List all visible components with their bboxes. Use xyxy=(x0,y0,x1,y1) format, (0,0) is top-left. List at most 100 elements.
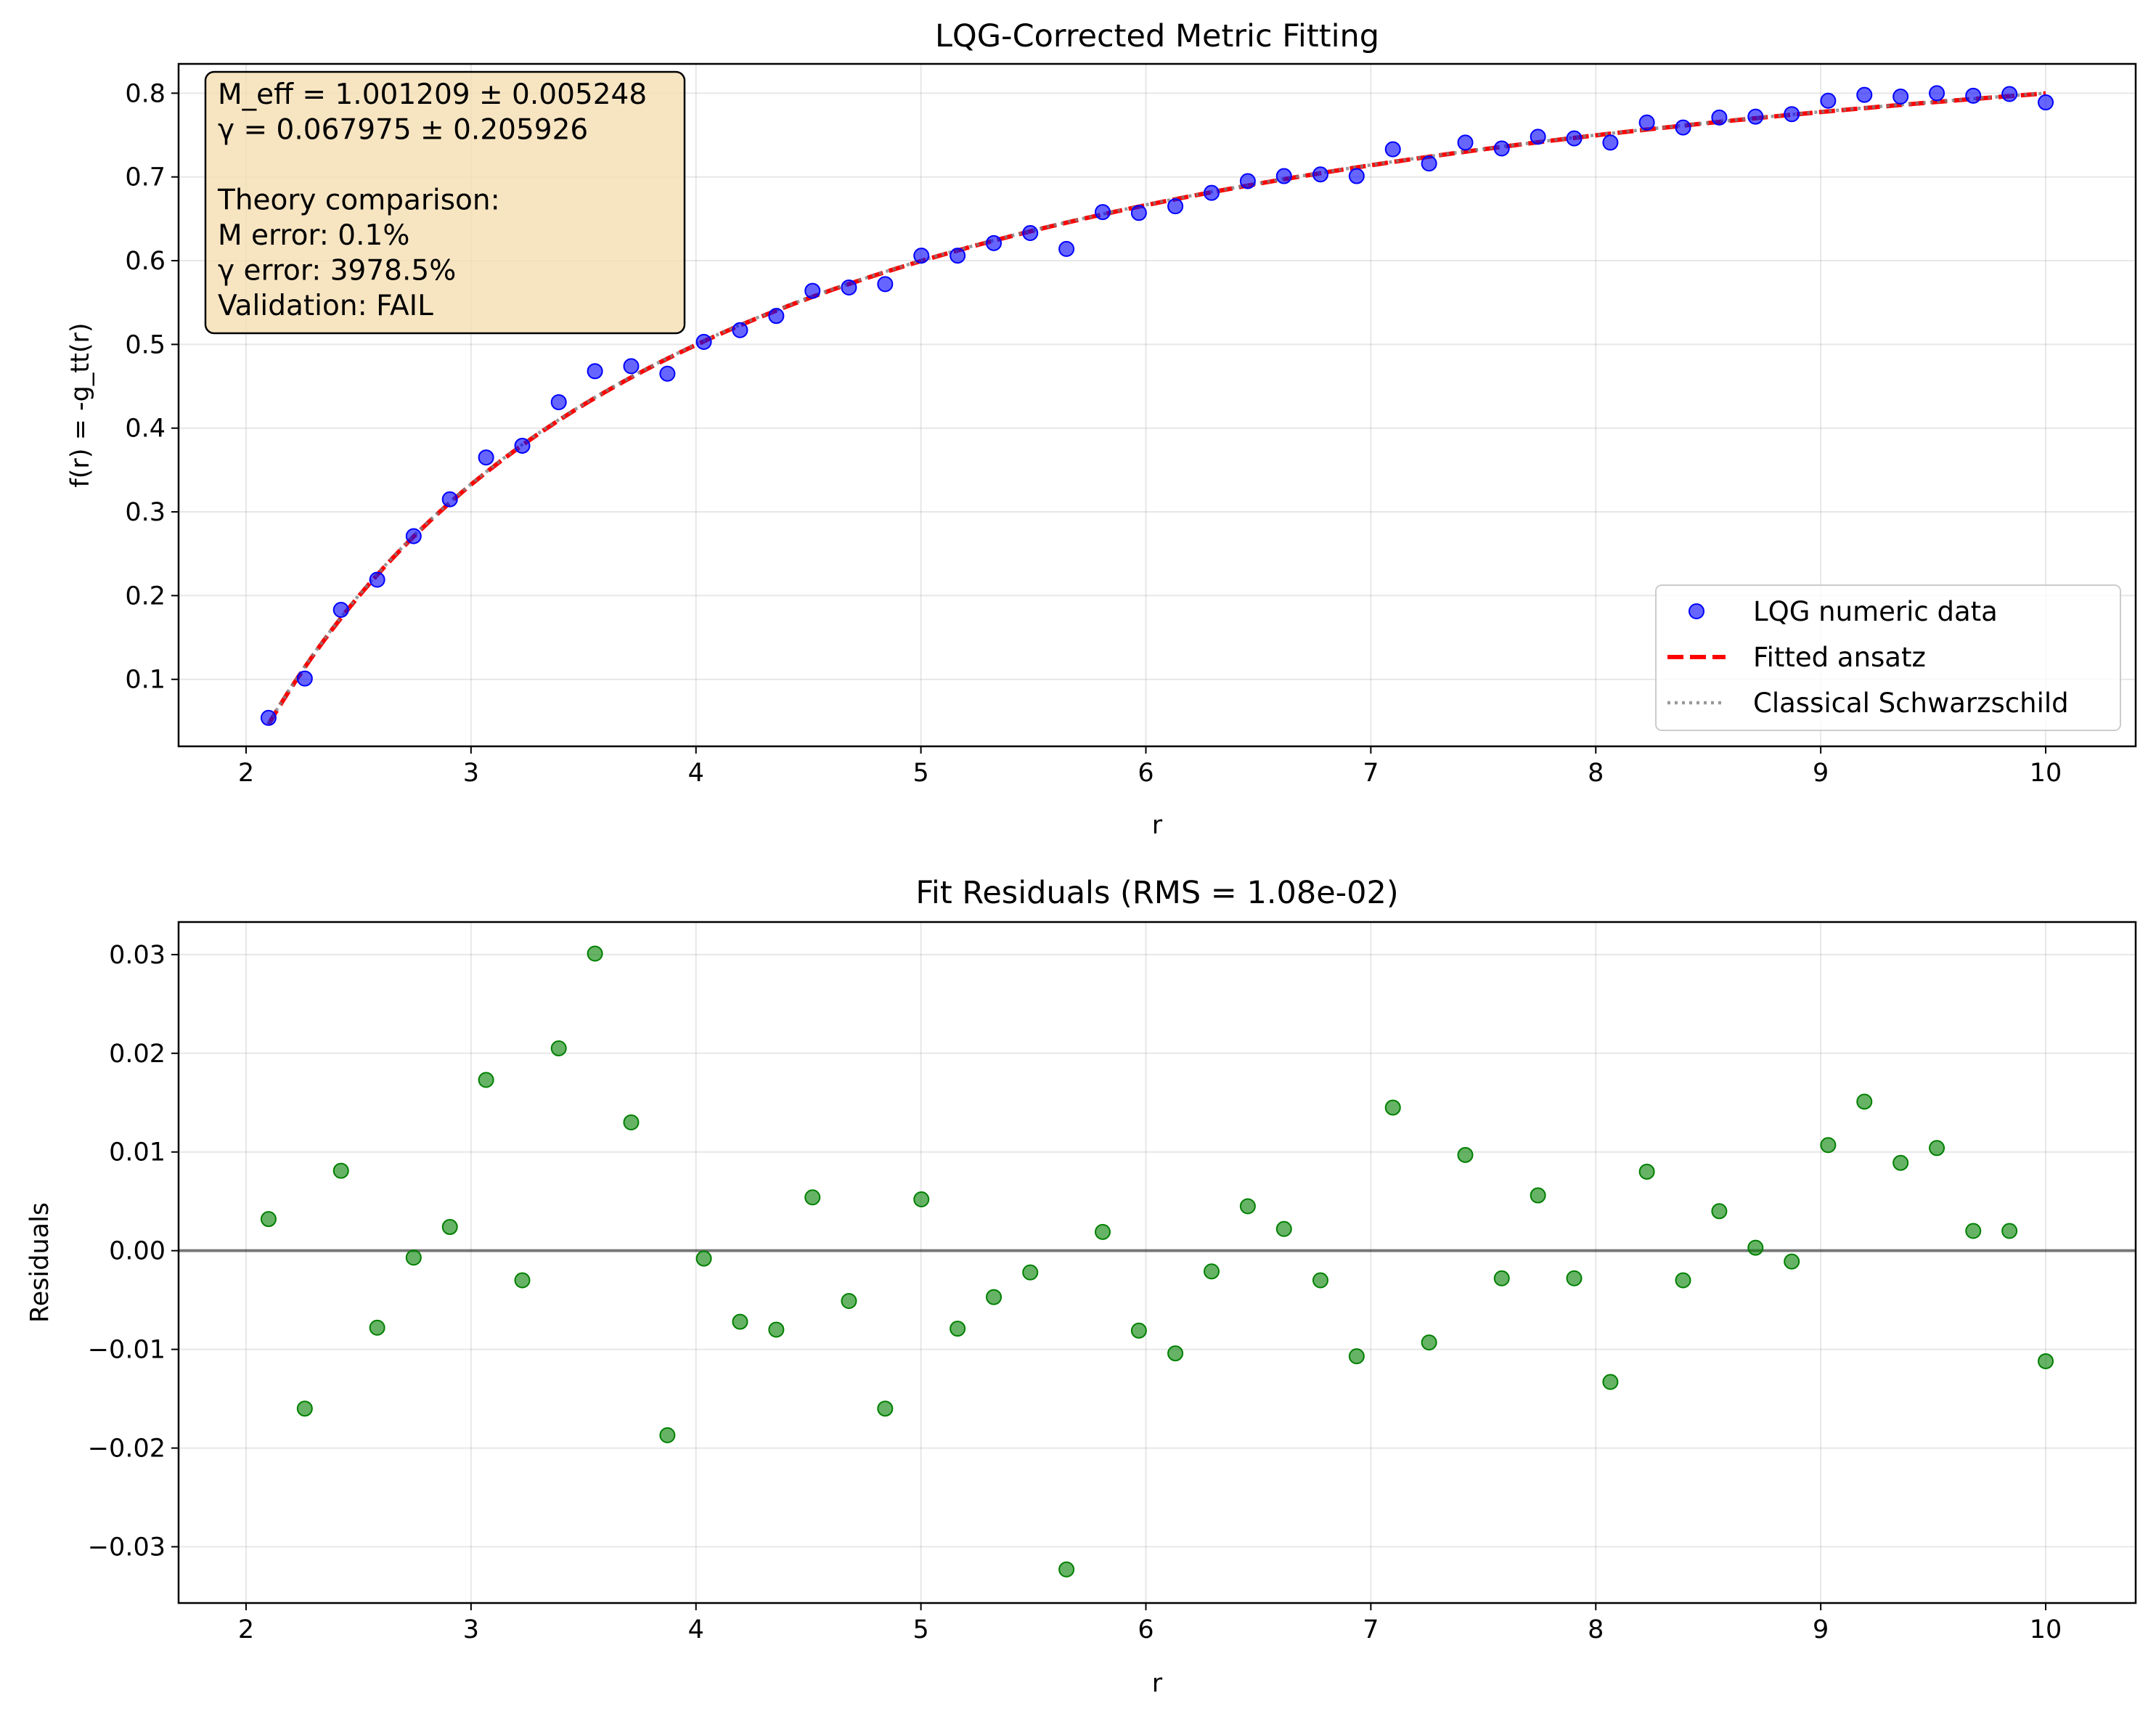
bottom-x-tick-label: 8 xyxy=(1588,1615,1604,1644)
lqg-data-point xyxy=(1022,224,1039,241)
lqg-data-point xyxy=(1275,168,1292,184)
residual-point xyxy=(2001,1223,2018,1239)
residual-point xyxy=(587,945,603,962)
residual-point xyxy=(1095,1223,1111,1240)
lqg-data-point xyxy=(1965,87,1982,104)
top-y-tick-label: 0.1 xyxy=(125,666,166,695)
bottom-x-tick-label: 4 xyxy=(688,1615,704,1644)
top-x-tick-label: 8 xyxy=(1588,759,1604,788)
residual-point xyxy=(2038,1353,2054,1369)
lqg-data-point xyxy=(1820,92,1837,109)
bottom-x-tick-label: 6 xyxy=(1138,1615,1153,1644)
bottom-x-tick-label: 2 xyxy=(238,1615,254,1644)
bottom-x-tick-label: 3 xyxy=(463,1615,479,1644)
residual-point xyxy=(1421,1334,1437,1351)
bottom-axes-frame xyxy=(177,921,2137,1604)
lqg-data-point xyxy=(260,709,277,726)
residual-point xyxy=(332,1162,349,1179)
lqg-data-point xyxy=(2001,86,2018,102)
lqg-data-point xyxy=(441,491,458,507)
lqg-data-point xyxy=(1929,85,1945,102)
residual-point xyxy=(1638,1163,1655,1180)
residual-point xyxy=(1566,1270,1583,1286)
lqg-data-point xyxy=(405,528,422,545)
top-x-tick-label: 6 xyxy=(1138,759,1153,788)
lqg-data-point xyxy=(550,393,567,410)
top-y-label: f(r) = -g_tt(r) xyxy=(66,322,95,487)
lqg-data-point xyxy=(1167,198,1184,215)
top-x-tick-label: 5 xyxy=(912,759,928,788)
lqg-data-point xyxy=(1095,204,1111,221)
residual-point xyxy=(1203,1263,1220,1280)
lqg-data-point xyxy=(1058,240,1075,257)
annotation-line: Theory comparison: xyxy=(217,184,500,217)
residual-point xyxy=(1747,1239,1764,1256)
residual-point xyxy=(441,1219,458,1236)
residual-point xyxy=(1856,1093,1873,1110)
residual-point xyxy=(950,1321,966,1337)
legend-label-fitted-ansatz: Fitted ansatz xyxy=(1753,642,1926,673)
top-y-tick-label: 0.4 xyxy=(125,415,166,444)
lqg-data-point xyxy=(1457,134,1474,151)
bottom-y-tick-label: 0.02 xyxy=(109,1040,166,1069)
residual-point xyxy=(1675,1272,1691,1289)
residual-point xyxy=(1493,1270,1510,1286)
residual-point xyxy=(1384,1099,1401,1116)
top-panel: LQG-Corrected Metric Fitting 2 3 4 5 6 7 8 9 10 … xyxy=(66,18,2137,840)
lqg-data-point xyxy=(1384,141,1401,158)
bottom-y-tick-label: −0.02 xyxy=(88,1435,166,1464)
residual-point xyxy=(1784,1253,1800,1270)
bottom-y-label: Residuals xyxy=(25,1202,54,1323)
bottom-title: Fit Residuals (RMS = 1.08e-02) xyxy=(915,875,1398,911)
top-y-axis: 0.1 0.2 0.3 0.4 0.5 0.6 0.7 0.8 xyxy=(125,79,179,695)
lqg-data-point xyxy=(950,248,966,264)
annotation-line: M error: 0.1% xyxy=(218,219,409,252)
lqg-data-point xyxy=(1493,140,1510,157)
bottom-data-points xyxy=(260,945,2054,1578)
top-y-tick-label: 0.2 xyxy=(125,582,166,611)
lqg-data-point xyxy=(1856,86,1873,103)
lqg-data-point xyxy=(1566,130,1583,147)
top-y-tick-label: 0.7 xyxy=(125,163,166,192)
residual-point xyxy=(1348,1348,1365,1365)
lqg-data-point xyxy=(514,437,531,454)
top-y-tick-label: 0.5 xyxy=(125,330,166,359)
residual-point xyxy=(405,1249,422,1266)
residual-point xyxy=(260,1211,277,1228)
annotation-line: Validation: FAIL xyxy=(218,290,433,322)
residual-point xyxy=(1602,1374,1619,1390)
residual-point xyxy=(1167,1345,1184,1362)
lqg-data-point xyxy=(732,322,748,338)
residual-point xyxy=(913,1191,930,1207)
lqg-data-point xyxy=(1602,134,1619,151)
residual-point xyxy=(1820,1137,1837,1154)
residual-point xyxy=(1275,1220,1292,1237)
legend-frame xyxy=(1655,584,2121,731)
top-x-tick-label: 2 xyxy=(238,759,254,788)
lqg-data-point xyxy=(2038,94,2054,111)
lqg-data-point xyxy=(1312,166,1328,183)
residual-point xyxy=(1457,1146,1474,1163)
lqg-data-point xyxy=(478,449,494,466)
residual-point xyxy=(659,1427,676,1443)
bottom-y-tick-label: 0.00 xyxy=(109,1237,166,1266)
lqg-data-point xyxy=(1675,119,1691,136)
lqg-data-point xyxy=(332,602,349,618)
bottom-y-axis: −0.03 −0.02 −0.01 0.00 0.01 0.02 0.03 xyxy=(88,941,179,1562)
bottom-x-label: r xyxy=(1152,1669,1163,1698)
bottom-x-tick-label: 5 xyxy=(912,1615,928,1644)
lqg-data-point xyxy=(877,276,894,293)
residual-point xyxy=(1022,1264,1039,1281)
residual-point xyxy=(986,1289,1003,1305)
annotation-text: M_eff = 1.001209 ± 0.005248 γ = 0.067975 … xyxy=(217,78,647,322)
top-x-label: r xyxy=(1152,811,1163,840)
lqg-data-point xyxy=(623,358,640,375)
lqg-data-point xyxy=(1348,168,1365,184)
annotation-line: γ error: 3978.5% xyxy=(218,255,456,287)
lqg-data-point xyxy=(695,333,712,350)
lqg-data-point xyxy=(1638,114,1655,131)
bottom-x-axis: 2 3 4 5 6 7 8 9 10 xyxy=(238,1603,2062,1644)
bottom-panel: Fit Residuals (RMS = 1.08e-02) 2 3 4 5 6 7 8 9 1… xyxy=(25,875,2137,1698)
bottom-x-tick-label: 9 xyxy=(1813,1615,1829,1644)
lqg-data-point xyxy=(587,363,603,380)
